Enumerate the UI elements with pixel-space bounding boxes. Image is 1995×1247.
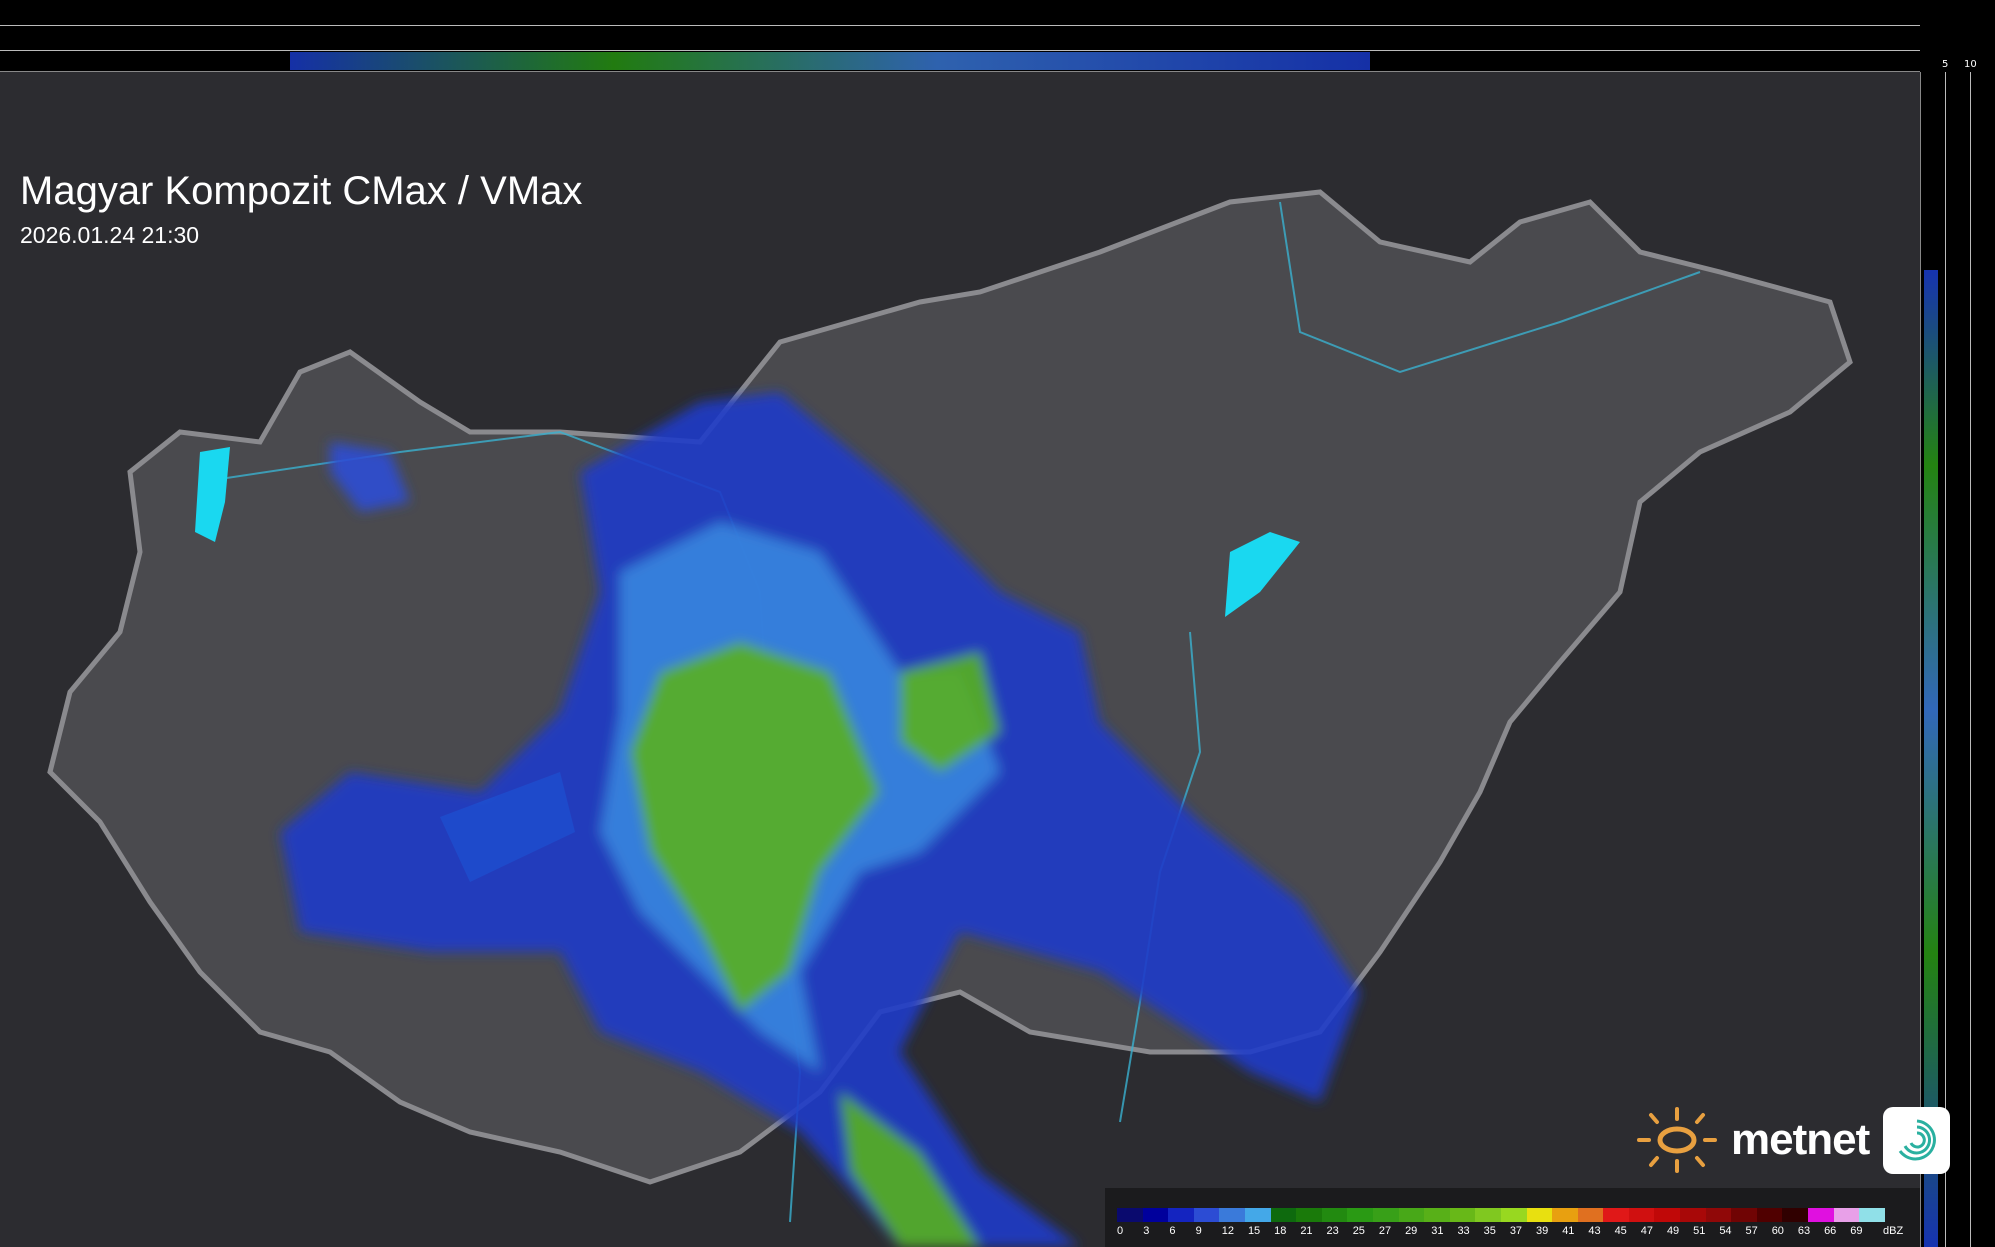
legend-tick-label: 63 [1797, 1225, 1811, 1237]
right-vertical-profile [1920, 0, 1995, 1247]
legend-tick-label: 49 [1666, 1225, 1680, 1237]
swirl-app-icon [1883, 1106, 1951, 1174]
legend-swatch [1833, 1208, 1860, 1222]
legend-swatch [1782, 1208, 1809, 1222]
axis-line-5 [1945, 72, 1946, 1247]
radar-map[interactable]: Magyar Kompozit CMax / VMax 2026.01.24 2… [0, 72, 1920, 1247]
legend-tick-label: 9 [1195, 1225, 1202, 1237]
legend-tick-label: 43 [1588, 1225, 1601, 1237]
legend-swatch [1628, 1208, 1655, 1222]
legend-swatch [1168, 1208, 1194, 1222]
legend-swatch [1142, 1208, 1169, 1222]
legend-tick-label: 3 [1143, 1225, 1150, 1237]
legend-swatch [1603, 1208, 1629, 1222]
legend-swatch [1219, 1208, 1245, 1222]
legend-unit: dBZ [1883, 1225, 1904, 1237]
legend-tick-label: 29 [1405, 1225, 1418, 1237]
legend-swatch [1859, 1208, 1885, 1222]
legend-swatch [1398, 1208, 1425, 1222]
legend-tick-label: 60 [1771, 1225, 1784, 1237]
legend-tick-label: 0 [1117, 1225, 1124, 1237]
legend-swatch [1808, 1208, 1834, 1222]
sun-icon [1637, 1107, 1717, 1173]
map-canvas [47, 189, 1853, 1247]
legend-color-bar [1117, 1208, 1885, 1222]
top-vertical-profile [0, 0, 1920, 72]
legend-swatch [1577, 1208, 1604, 1222]
legend-swatch [1372, 1208, 1399, 1222]
axis-line-0 [0, 71, 1920, 72]
legend-swatch [1552, 1208, 1578, 1222]
legend-swatch [1705, 1208, 1732, 1222]
legend-tick-label: 12 [1221, 1225, 1234, 1237]
legend-tick-labels: 0 3 6 9 12 15 18 21 23 25 27 29 31 33 35 37 39 41 43 45 47 49… [1117, 1225, 1876, 1238]
legend-swatch [1321, 1208, 1348, 1222]
legend-tick-label: 33 [1457, 1225, 1470, 1237]
legend-tick-label: 45 [1614, 1225, 1627, 1237]
legend-swatch [1654, 1208, 1681, 1222]
top-profile-echo [290, 52, 1370, 70]
legend-swatch [1270, 1208, 1297, 1222]
legend-tick-label: 51 [1693, 1225, 1706, 1237]
side-profile-echo [1924, 270, 1938, 1247]
metnet-logo: metnet [1637, 1105, 1951, 1175]
legend-tick-label: 39 [1536, 1225, 1549, 1237]
axis-line-10 [1970, 72, 1971, 1247]
legend-tick-label: 15 [1247, 1225, 1261, 1237]
legend-tick-label: 23 [1326, 1225, 1339, 1237]
axis-line-5 [0, 50, 1920, 51]
legend-swatch [1731, 1208, 1757, 1222]
legend-tick-label: 57 [1745, 1225, 1758, 1237]
map-title: Magyar Kompozit CMax / VMax [20, 169, 583, 213]
legend-swatch [1500, 1208, 1527, 1222]
legend-swatch [1296, 1208, 1322, 1222]
axis-line-10 [0, 25, 1920, 26]
legend-tick-label: 18 [1274, 1225, 1287, 1237]
legend-tick-label: 31 [1431, 1225, 1444, 1237]
legend-swatch [1424, 1208, 1450, 1222]
radar-echoes [280, 392, 1360, 1247]
legend-tick-label: 27 [1378, 1225, 1392, 1237]
legend-swatch [1449, 1208, 1476, 1222]
legend-tick-label: 66 [1824, 1225, 1837, 1237]
legend-tick-label: 35 [1483, 1225, 1496, 1237]
legend-swatch [1347, 1208, 1373, 1222]
legend-swatch [1193, 1208, 1220, 1222]
legend-swatch [1526, 1208, 1553, 1222]
logo-text: metnet [1731, 1115, 1870, 1164]
legend-tick-label: 25 [1352, 1225, 1365, 1237]
legend-tick-label: 37 [1509, 1225, 1523, 1237]
right-axis-label-10: 10 [1964, 59, 1977, 70]
legend-swatch [1756, 1208, 1783, 1222]
right-axis-label-5: 5 [1942, 59, 1949, 70]
legend-swatch [1680, 1208, 1706, 1222]
axis-line-0 [1920, 72, 1921, 1247]
legend-tick-label: 69 [1850, 1225, 1863, 1237]
legend-swatch [1117, 1208, 1143, 1222]
map-timestamp: 2026.01.24 21:30 [20, 222, 200, 248]
legend-tick-label: 6 [1169, 1225, 1176, 1237]
legend-swatch [1244, 1208, 1271, 1222]
legend-swatch [1475, 1208, 1501, 1222]
dbz-color-legend: 0 3 6 9 12 15 18 21 23 25 27 29 31 33 35 37 39 41 43 45 47 49… [1105, 1188, 1920, 1247]
legend-tick-label: 54 [1719, 1225, 1732, 1237]
legend-tick-label: 21 [1300, 1225, 1313, 1237]
legend-tick-label: 41 [1562, 1225, 1575, 1237]
legend-tick-label: 47 [1640, 1225, 1653, 1237]
